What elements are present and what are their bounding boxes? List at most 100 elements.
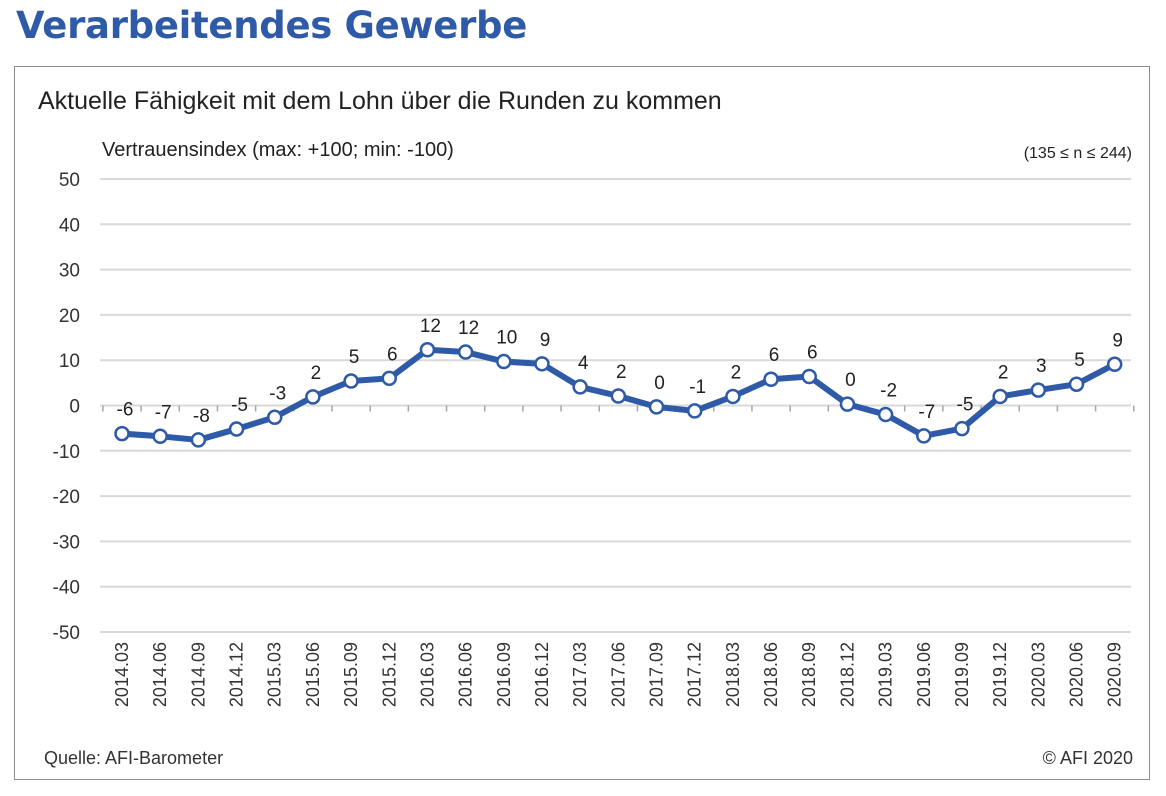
data-point bbox=[1068, 376, 1085, 392]
x-tick-label: 2017.06 bbox=[608, 642, 628, 707]
x-tick-label: 2018.09 bbox=[799, 642, 819, 707]
x-tick-label: 2019.03 bbox=[876, 642, 896, 707]
x-tick-label: 2017.09 bbox=[647, 642, 667, 707]
y-tick-label: -50 bbox=[53, 623, 80, 644]
x-tick-label: 2016.03 bbox=[417, 642, 437, 707]
data-point bbox=[1106, 356, 1123, 373]
data-points bbox=[114, 342, 1123, 448]
data-label: -1 bbox=[689, 377, 706, 398]
data-point bbox=[686, 403, 703, 419]
data-label: -2 bbox=[880, 381, 897, 402]
data-label: -3 bbox=[269, 383, 286, 404]
data-point bbox=[496, 353, 512, 370]
data-label: -5 bbox=[231, 395, 248, 416]
data-label: 5 bbox=[1074, 350, 1085, 371]
x-tick-label: 2014.12 bbox=[227, 642, 247, 707]
y-axis-label: Vertrauensindex (max: +100; min: -100) bbox=[102, 139, 454, 161]
data-point bbox=[992, 388, 1008, 405]
chart-frame bbox=[14, 66, 1150, 780]
data-point bbox=[266, 409, 283, 426]
sample-size-note: (135 ≤ n ≤ 244) bbox=[1024, 145, 1132, 162]
y-tick-label: 0 bbox=[69, 397, 80, 418]
data-point bbox=[534, 356, 550, 372]
x-tick-label: 2015.12 bbox=[379, 642, 399, 707]
x-tick-label: 2018.06 bbox=[761, 642, 781, 707]
data-point bbox=[877, 406, 894, 423]
y-tick-label: 40 bbox=[59, 215, 80, 236]
copyright-note: © AFI 2020 bbox=[1043, 748, 1133, 768]
data-label: 3 bbox=[1036, 356, 1047, 377]
data-point bbox=[1030, 382, 1047, 398]
data-label: 12 bbox=[420, 316, 441, 337]
source-note: Quelle: AFI-Barometer bbox=[44, 748, 223, 768]
y-tick-label: 10 bbox=[59, 351, 80, 372]
x-tick-label: 2019.06 bbox=[914, 642, 934, 707]
data-label: 0 bbox=[845, 370, 856, 391]
data-label: 2 bbox=[731, 362, 742, 383]
data-label: -5 bbox=[957, 395, 974, 416]
data-point bbox=[343, 373, 359, 389]
x-tick-label: 2015.09 bbox=[341, 642, 361, 707]
x-tick-label: 2015.06 bbox=[303, 642, 323, 707]
data-point bbox=[916, 428, 932, 444]
x-tick-label: 2020.06 bbox=[1067, 642, 1087, 707]
data-point bbox=[419, 342, 436, 358]
x-tick-label: 2018.03 bbox=[723, 642, 743, 707]
x-tick-label: 2019.09 bbox=[952, 642, 972, 707]
data-label: 6 bbox=[807, 343, 818, 364]
data-point bbox=[381, 370, 398, 387]
x-tick-label: 2017.03 bbox=[570, 642, 590, 707]
data-label: 4 bbox=[578, 353, 589, 374]
page-heading: Verarbeitendes Gewerbe bbox=[16, 4, 528, 47]
x-tick-label: 2019.12 bbox=[990, 642, 1010, 707]
grid-lines bbox=[100, 178, 1135, 633]
data-point bbox=[725, 388, 741, 405]
data-label: 2 bbox=[311, 363, 322, 384]
x-axis-ticks: 2014.03 2014.06 2014.09 2014.12 2015.03 2015.… bbox=[112, 642, 1125, 707]
data-point bbox=[114, 425, 130, 442]
x-tick-label: 2020.03 bbox=[1028, 642, 1048, 707]
x-tick-label: 2018.12 bbox=[837, 642, 857, 707]
y-tick-label: -40 bbox=[53, 578, 80, 599]
data-point bbox=[648, 399, 665, 415]
data-point bbox=[763, 371, 779, 387]
data-label: 6 bbox=[769, 345, 780, 366]
data-point bbox=[152, 428, 168, 445]
x-tick-label: 2016.09 bbox=[494, 642, 514, 707]
data-label: 2 bbox=[998, 362, 1009, 383]
data-point bbox=[457, 344, 474, 360]
data-label: 6 bbox=[387, 344, 398, 365]
data-label: 9 bbox=[1112, 330, 1123, 351]
x-tick-label: 2014.03 bbox=[112, 642, 132, 707]
y-tick-label: -10 bbox=[53, 442, 80, 463]
x-tick-label: 2020.09 bbox=[1105, 642, 1125, 707]
y-axis-ticks: 50 40 30 20 10 0 -10 -20 -30 -40 -50 bbox=[53, 170, 80, 644]
data-label: 0 bbox=[654, 373, 665, 394]
x-tick-label: 2014.06 bbox=[150, 642, 170, 707]
data-label: 5 bbox=[349, 347, 360, 368]
data-label: -6 bbox=[117, 400, 134, 421]
y-tick-label: -30 bbox=[53, 532, 80, 553]
y-tick-label: 50 bbox=[59, 170, 80, 191]
data-label: -7 bbox=[918, 402, 935, 423]
chart-title: Aktuelle Fähigkeit mit dem Lohn über die… bbox=[38, 87, 722, 115]
data-label: -8 bbox=[193, 406, 210, 427]
y-tick-label: -20 bbox=[53, 487, 80, 508]
x-tick-label: 2017.12 bbox=[685, 642, 705, 707]
data-label: 12 bbox=[458, 318, 479, 339]
data-labels: -6 -7 -8 -5 -3 2 5 6 12 12 10 9 4 2 0 -1 2 6 6 0 -2 -7 -5 2 3 5 9 bbox=[117, 316, 1123, 427]
data-label: 2 bbox=[616, 362, 627, 383]
data-label: 10 bbox=[496, 328, 517, 349]
y-tick-label: 30 bbox=[59, 261, 80, 282]
data-label: 9 bbox=[540, 330, 551, 351]
x-tick-label: 2016.12 bbox=[532, 642, 552, 707]
data-point bbox=[801, 368, 817, 385]
x-tick-label: 2014.09 bbox=[188, 642, 208, 707]
data-point bbox=[572, 379, 588, 395]
data-point bbox=[610, 388, 627, 404]
y-tick-label: 20 bbox=[59, 306, 80, 327]
data-label: -7 bbox=[155, 402, 172, 423]
data-point bbox=[839, 396, 856, 412]
data-point bbox=[954, 420, 970, 437]
